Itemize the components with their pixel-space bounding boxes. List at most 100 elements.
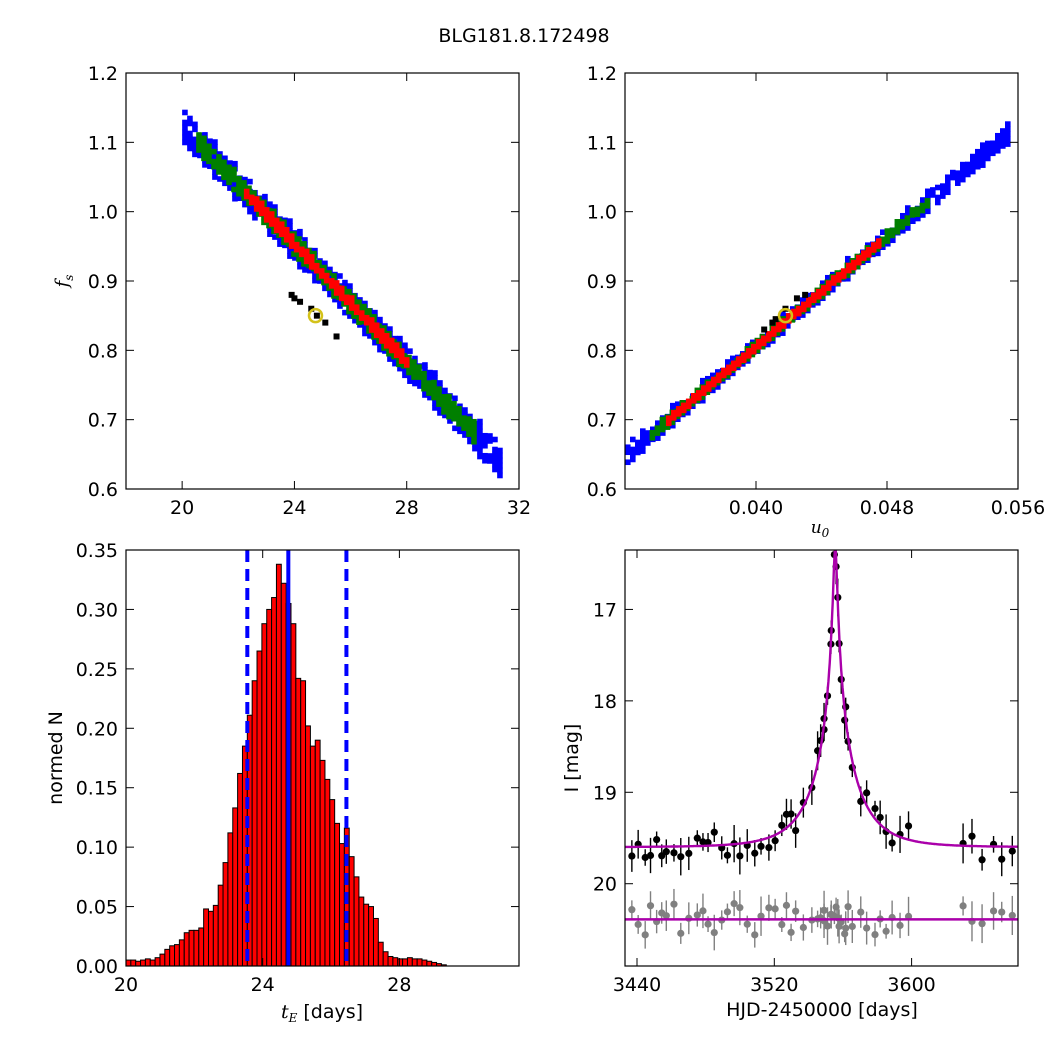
histogram-bar	[372, 917, 379, 966]
red-cell	[308, 254, 315, 260]
blue-cell	[820, 280, 826, 287]
residual-point	[751, 931, 759, 939]
blue-cell	[442, 412, 448, 419]
red-cell	[855, 259, 862, 266]
green-cell	[411, 364, 417, 370]
blue-cell	[412, 380, 418, 387]
red-cell	[358, 315, 365, 321]
red-cell	[850, 264, 857, 271]
x-axis-symbol: u	[811, 518, 822, 538]
blue-cell	[1005, 136, 1011, 142]
green-cell	[196, 142, 202, 148]
best-region-cell	[288, 291, 295, 298]
x-tick-label: 20	[170, 497, 194, 519]
green-cell	[789, 317, 796, 323]
histogram-bar	[406, 957, 413, 966]
red-cell	[338, 290, 345, 297]
red-cell	[353, 304, 360, 311]
blue-cell	[387, 326, 393, 332]
red-cell	[288, 243, 295, 249]
histogram-bar	[256, 650, 263, 966]
red-cell	[313, 267, 320, 274]
green-cell	[206, 148, 212, 155]
x-tick-label: 28	[387, 974, 411, 996]
y-tick-label: 0.00	[76, 956, 118, 978]
y-tick-label: 0.7	[587, 410, 617, 432]
blue-cell	[830, 286, 836, 293]
red-cell	[840, 268, 847, 274]
blue-cell	[1005, 121, 1011, 127]
green-cell	[236, 185, 242, 192]
blue-cell	[965, 161, 971, 168]
blue-cell	[935, 194, 941, 201]
blue-cell	[422, 392, 428, 398]
blue-cell	[287, 218, 293, 224]
blue-cell	[312, 277, 318, 284]
red-cell	[393, 347, 400, 354]
residual-point	[723, 908, 732, 916]
blue-cell	[402, 367, 408, 374]
red-cell	[710, 376, 717, 383]
blue-cell	[347, 283, 353, 289]
red-cell	[745, 353, 752, 359]
x-axis-label: u0	[811, 518, 830, 540]
y-tick-label: 1.1	[587, 132, 617, 154]
y-tick-label: 1.2	[587, 63, 617, 85]
blue-cell	[970, 168, 976, 175]
green-cell	[461, 420, 467, 426]
blue-cell	[625, 459, 631, 466]
histogram-bar	[416, 958, 423, 966]
green-cell	[421, 370, 427, 377]
red-cell	[840, 273, 847, 279]
blue-cell	[457, 428, 463, 435]
residual-point	[863, 924, 871, 932]
green-cell	[919, 202, 926, 209]
blue-cell	[192, 126, 198, 133]
red-cell	[358, 310, 365, 316]
blue-cell	[970, 158, 976, 165]
green-cell	[196, 132, 202, 138]
red-cell	[750, 343, 757, 350]
blue-cell	[630, 451, 636, 458]
blue-cell	[237, 195, 243, 202]
red-cell	[870, 242, 877, 248]
red-cell	[393, 342, 400, 349]
residual-point	[792, 907, 800, 915]
red-cell	[298, 251, 305, 258]
blue-cell	[482, 432, 488, 439]
blue-cell	[1000, 143, 1006, 149]
red-cell	[323, 272, 330, 279]
residual-point	[677, 929, 685, 937]
red-cell	[845, 262, 852, 269]
data-point	[998, 855, 1006, 863]
red-cell	[243, 188, 250, 195]
histogram-bar	[203, 908, 209, 966]
blue-cell	[467, 438, 473, 445]
data-point	[628, 852, 636, 860]
blue-cell	[625, 449, 631, 456]
red-cell	[348, 305, 355, 311]
green-cell	[649, 434, 656, 441]
green-cell	[659, 416, 666, 423]
blue-cell	[427, 394, 433, 401]
green-cell	[849, 268, 856, 274]
blue-cell	[497, 467, 503, 474]
blue-cell	[232, 195, 238, 202]
blue-cell	[187, 120, 193, 127]
histogram-bar	[149, 959, 156, 966]
histogram-bar	[159, 953, 166, 966]
histogram-bar	[212, 904, 219, 966]
red-cell	[800, 306, 807, 313]
blue-cell	[372, 309, 378, 316]
green-cell	[441, 394, 447, 400]
blue-cell	[745, 343, 751, 349]
histogram-bar	[319, 759, 326, 966]
blue-cell	[192, 121, 198, 128]
blue-cell	[182, 129, 188, 136]
blue-cell	[965, 171, 971, 178]
blue-cell	[217, 176, 223, 182]
blue-cell	[212, 154, 218, 160]
green-cell	[416, 364, 422, 370]
y-tick-label: 0.6	[88, 479, 118, 501]
